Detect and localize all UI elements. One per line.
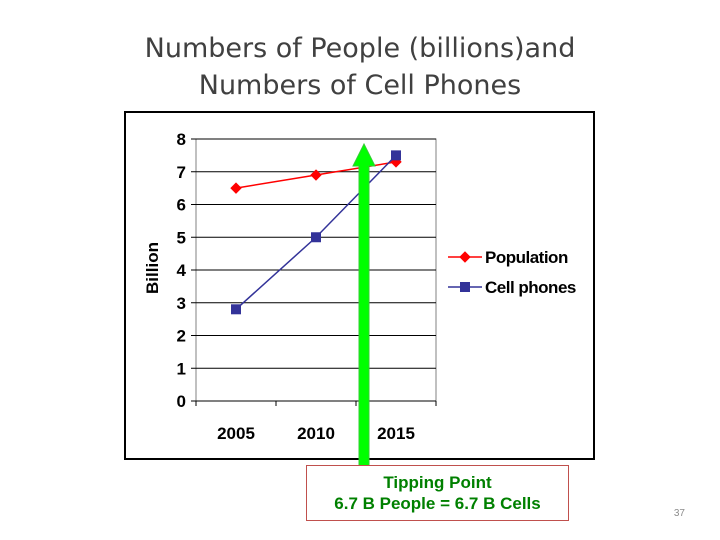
slide-title-line-2: Numbers of Cell Phones [198,70,522,101]
callout-title: Tipping Point [383,473,492,492]
y-axis-label: Billion [143,242,162,294]
y-axis-ticks: 0 1 2 3 4 5 6 7 8 [177,130,196,411]
y-tick-label-8: 8 [177,130,186,149]
callout-text: 6.7 B People = 6.7 B Cells [334,494,541,513]
series-1-point-0 [231,304,241,315]
legend-marker-0 [459,251,471,263]
legend: Population Cell phones [448,248,576,297]
y-tick-label-7: 7 [177,163,186,182]
y-tick-label-2: 2 [177,327,186,346]
y-tick-label-1: 1 [177,359,186,378]
legend-marker-1 [460,282,470,292]
x-axis-ticks: 2005 2010 2015 [195,401,437,443]
tipping-point-callout: Tipping Point 6.7 B People = 6.7 B Cells [306,465,569,521]
series-0-point-0 [230,182,242,194]
y-tick-label-3: 3 [177,294,186,313]
y-tick-label-5: 5 [177,228,186,247]
page-number: 37 [673,508,685,519]
slide-title: Numbers of People (billions)and Numbers … [0,30,720,104]
x-tick-label-0: 2005 [217,424,255,443]
x-tick-label-1: 2010 [297,424,335,443]
y-tick-label-0: 0 [177,392,186,411]
slide-title-line-1: Numbers of People (billions)and [144,33,576,64]
gridlines [196,138,436,402]
legend-label-0: Population [485,248,568,267]
y-tick-label-6: 6 [177,196,186,215]
series-1-point-1 [311,232,321,243]
x-tick-label-2: 2015 [377,424,415,443]
series-0-point-1 [310,169,322,181]
legend-label-1: Cell phones [485,278,576,297]
series-1-point-2 [391,150,401,161]
y-tick-label-4: 4 [177,261,187,280]
